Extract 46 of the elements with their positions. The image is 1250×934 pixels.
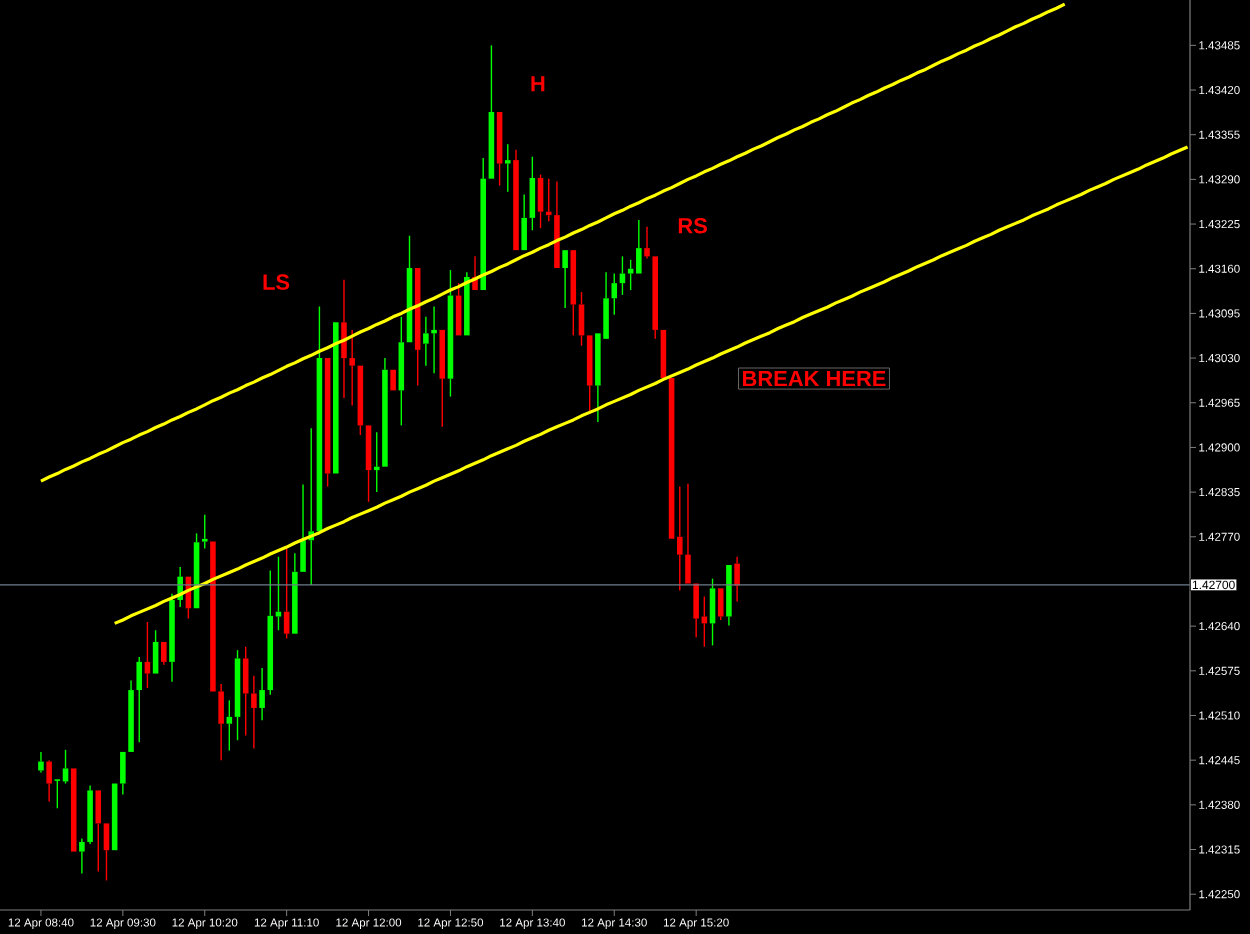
- candlestick: [210, 541, 216, 692]
- candlestick: [95, 790, 102, 873]
- candlestick: [554, 180, 560, 269]
- candlestick: [341, 279, 347, 399]
- candlestick: [488, 44, 495, 179]
- candlestick: [734, 556, 740, 603]
- candlestick: [46, 761, 52, 803]
- candlestick: [685, 483, 691, 584]
- annotation: H: [531, 76, 545, 92]
- candlestick: [398, 316, 405, 427]
- candlestick: [693, 583, 699, 638]
- candlestick: [439, 329, 446, 428]
- candlestick: [480, 157, 486, 291]
- candlestick: [87, 784, 93, 845]
- candlestick: [431, 305, 437, 374]
- candlestick: [644, 226, 650, 260]
- candlestick: [103, 823, 110, 882]
- candlestick: [382, 357, 388, 467]
- candlestick: [128, 679, 134, 752]
- candlestick: [586, 335, 593, 414]
- candlestick: [464, 271, 470, 336]
- candlestick: [373, 431, 380, 493]
- candlestick: [636, 219, 642, 274]
- candlestick: [521, 193, 527, 251]
- annotation: BREAK HERE: [742, 371, 886, 387]
- candlestick: [423, 316, 429, 367]
- candlestick: [496, 112, 503, 187]
- candlestick: [562, 250, 568, 309]
- candlestick: [292, 552, 298, 634]
- candlestick: [161, 641, 167, 666]
- candlestick: [79, 837, 85, 875]
- candlestick: [259, 667, 265, 721]
- annotation: RS: [678, 217, 707, 234]
- candlestick: [251, 674, 257, 750]
- candlestick: [70, 768, 77, 852]
- candlestick: [365, 425, 372, 503]
- candlestick: [218, 683, 224, 761]
- candlestick: [726, 564, 732, 627]
- candlestick: [390, 369, 396, 391]
- candlestick: [300, 483, 306, 572]
- candlestick: [333, 322, 339, 474]
- candlestick: [349, 329, 355, 407]
- candlestick: [120, 751, 126, 796]
- candlestick: [38, 751, 44, 774]
- candlestick: [513, 149, 519, 251]
- annotation: LS: [263, 274, 290, 290]
